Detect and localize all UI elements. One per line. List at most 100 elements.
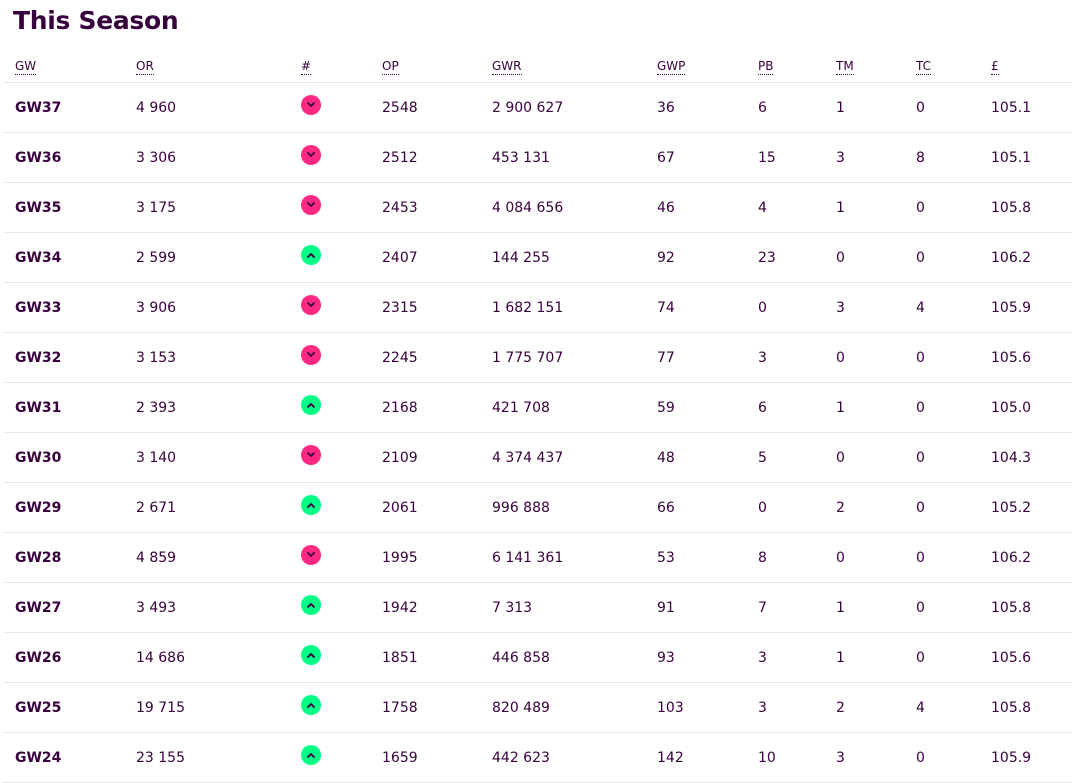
transfers-made-cell: 0 — [836, 532, 916, 583]
gameweek-cell: GW31 — [3, 382, 136, 433]
overall-points-cell: 2453 — [382, 182, 492, 233]
transfers-cost-cell: 0 — [916, 182, 991, 233]
gameweek-cell: GW26 — [3, 632, 136, 683]
gameweek-cell: GW28 — [3, 532, 136, 583]
season-history-table: GW OR # OP GWR GWP PB TM TC £ GW37 4 960 2… — [3, 50, 1072, 783]
transfers-made-cell: 2 — [836, 682, 916, 733]
gameweek-rank-cell: 996 888 — [492, 482, 657, 533]
overall-rank-cell: 3 306 — [136, 132, 301, 183]
rank-down-icon — [301, 544, 321, 565]
gameweek-rank-cell: 6 141 361 — [492, 532, 657, 583]
points-on-bench-cell: 4 — [758, 182, 836, 233]
transfers-cost-cell: 0 — [916, 232, 991, 283]
table-row: GW31 2 393 2168 421 708 59 6 1 0 105.0 — [3, 382, 1072, 433]
transfers-made-cell: 2 — [836, 482, 916, 533]
header-tm: TM — [836, 50, 916, 83]
gameweek-rank-cell: 442 623 — [492, 732, 657, 783]
team-value-cell: 105.2 — [991, 482, 1072, 533]
table-row: GW25 19 715 1758 820 489 103 3 2 4 105.8 — [3, 682, 1072, 733]
overall-rank-cell: 23 155 — [136, 732, 301, 783]
gameweek-rank-cell: 144 255 — [492, 232, 657, 283]
gameweek-rank-cell: 1 682 151 — [492, 282, 657, 333]
rank-movement-cell — [301, 282, 382, 333]
gameweek-cell: GW30 — [3, 432, 136, 483]
header-op: OP — [382, 50, 492, 83]
rank-down-icon — [301, 194, 321, 215]
overall-rank-cell: 3 175 — [136, 182, 301, 233]
gameweek-points-cell: 142 — [657, 732, 758, 783]
gameweek-cell: GW32 — [3, 332, 136, 383]
overall-rank-cell: 14 686 — [136, 632, 301, 683]
gameweek-cell: GW36 — [3, 132, 136, 183]
overall-rank-cell: 4 960 — [136, 82, 301, 133]
rank-down-icon — [301, 144, 321, 165]
transfers-cost-cell: 0 — [916, 82, 991, 133]
gameweek-points-cell: 59 — [657, 382, 758, 433]
table-row: GW36 3 306 2512 453 131 67 15 3 8 105.1 — [3, 132, 1072, 183]
overall-points-cell: 1851 — [382, 632, 492, 683]
overall-rank-cell: 2 671 — [136, 482, 301, 533]
points-on-bench-cell: 7 — [758, 582, 836, 633]
team-value-cell: 105.8 — [991, 582, 1072, 633]
overall-points-cell: 1942 — [382, 582, 492, 633]
overall-points-cell: 2548 — [382, 82, 492, 133]
transfers-cost-cell: 4 — [916, 682, 991, 733]
rank-down-icon — [301, 94, 321, 115]
gameweek-points-cell: 36 — [657, 82, 758, 133]
team-value-cell: 106.2 — [991, 532, 1072, 583]
rank-up-icon — [301, 394, 321, 415]
points-on-bench-cell: 6 — [758, 82, 836, 133]
rank-movement-cell — [301, 232, 382, 283]
header-or: OR — [136, 50, 301, 83]
rank-movement-cell — [301, 532, 382, 583]
transfers-made-cell: 3 — [836, 282, 916, 333]
table-row: GW29 2 671 2061 996 888 66 0 2 0 105.2 — [3, 482, 1072, 533]
rank-down-icon — [301, 444, 321, 465]
gameweek-points-cell: 66 — [657, 482, 758, 533]
rank-movement-cell — [301, 582, 382, 633]
header-pb: PB — [758, 50, 836, 83]
header-tc: TC — [916, 50, 991, 83]
overall-points-cell: 2315 — [382, 282, 492, 333]
points-on-bench-cell: 15 — [758, 132, 836, 183]
gameweek-points-cell: 46 — [657, 182, 758, 233]
gameweek-rank-cell: 4 374 437 — [492, 432, 657, 483]
points-on-bench-cell: 8 — [758, 532, 836, 583]
points-on-bench-cell: 3 — [758, 632, 836, 683]
gameweek-points-cell: 53 — [657, 532, 758, 583]
gameweek-cell: GW25 — [3, 682, 136, 733]
table-row: GW26 14 686 1851 446 858 93 3 1 0 105.6 — [3, 632, 1072, 683]
gameweek-points-cell: 67 — [657, 132, 758, 183]
transfers-cost-cell: 8 — [916, 132, 991, 183]
table-row: GW30 3 140 2109 4 374 437 48 5 0 0 104.3 — [3, 432, 1072, 483]
transfers-made-cell: 3 — [836, 132, 916, 183]
header-gwp: GWP — [657, 50, 758, 83]
gameweek-rank-cell: 7 313 — [492, 582, 657, 633]
gameweek-rank-cell: 1 775 707 — [492, 332, 657, 383]
overall-points-cell: 2168 — [382, 382, 492, 433]
transfers-made-cell: 3 — [836, 732, 916, 783]
header-movement: # — [301, 50, 382, 83]
gameweek-cell: GW27 — [3, 582, 136, 633]
gameweek-points-cell: 91 — [657, 582, 758, 633]
points-on-bench-cell: 5 — [758, 432, 836, 483]
gameweek-rank-cell: 4 084 656 — [492, 182, 657, 233]
overall-rank-cell: 3 153 — [136, 332, 301, 383]
transfers-made-cell: 1 — [836, 382, 916, 433]
points-on-bench-cell: 0 — [758, 482, 836, 533]
gameweek-cell: GW37 — [3, 82, 136, 133]
transfers-made-cell: 1 — [836, 582, 916, 633]
table-row: GW37 4 960 2548 2 900 627 36 6 1 0 105.1 — [3, 82, 1072, 133]
transfers-cost-cell: 0 — [916, 382, 991, 433]
overall-points-cell: 2512 — [382, 132, 492, 183]
gameweek-cell: GW29 — [3, 482, 136, 533]
overall-points-cell: 1995 — [382, 532, 492, 583]
rank-up-icon — [301, 744, 321, 765]
rank-movement-cell — [301, 382, 382, 433]
overall-rank-cell: 3 493 — [136, 582, 301, 633]
transfers-made-cell: 0 — [836, 232, 916, 283]
overall-rank-cell: 2 393 — [136, 382, 301, 433]
team-value-cell: 106.2 — [991, 232, 1072, 283]
overall-rank-cell: 3 906 — [136, 282, 301, 333]
rank-movement-cell — [301, 682, 382, 733]
